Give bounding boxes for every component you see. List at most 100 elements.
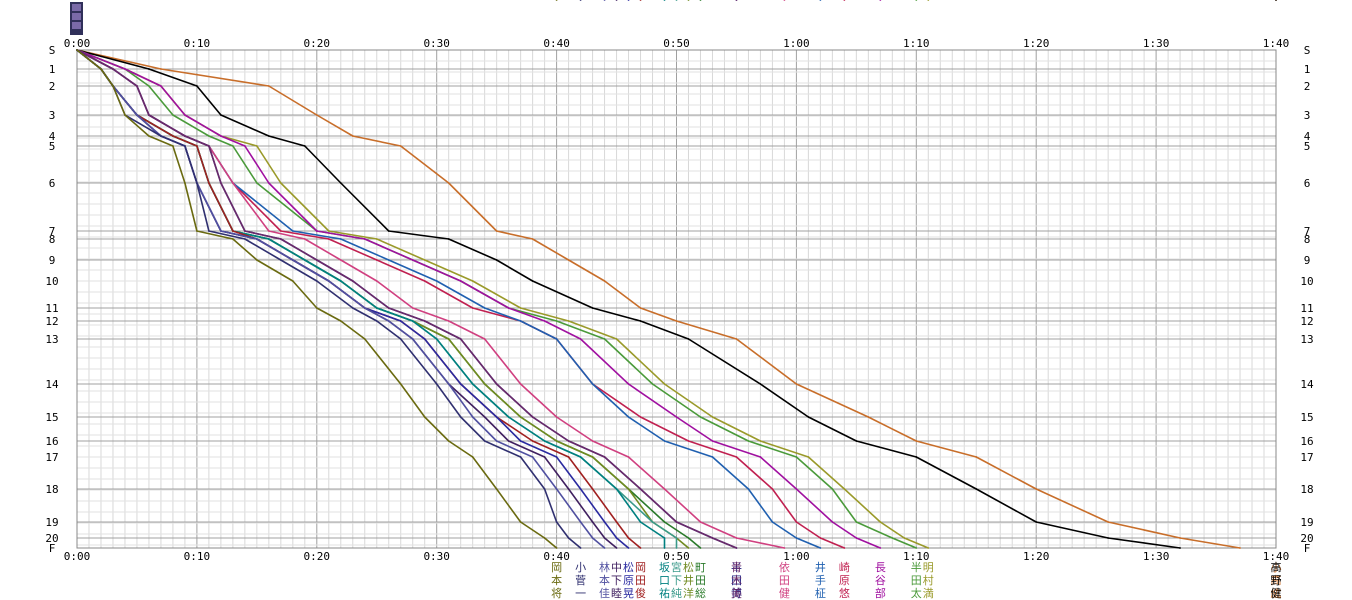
- split-point: [363, 238, 366, 240]
- split-point: [663, 383, 666, 385]
- split-point: [279, 238, 282, 240]
- split-point: [819, 0, 822, 1]
- split-point: [207, 230, 210, 232]
- split-point: [771, 521, 774, 523]
- split-point: [807, 416, 810, 418]
- split-point: [699, 416, 702, 418]
- runner-name-char: 松: [683, 560, 694, 574]
- series-line: [76, 49, 737, 549]
- split-point: [531, 238, 534, 240]
- split-point: [831, 521, 834, 523]
- split-point: [303, 238, 306, 240]
- split-point: [711, 456, 714, 458]
- split-point: [591, 521, 594, 523]
- split-point: [375, 307, 378, 309]
- split-point: [663, 488, 666, 490]
- split-point: [136, 114, 138, 116]
- runner-name-char: 岡: [635, 561, 646, 574]
- control-label: 6: [1304, 177, 1311, 190]
- split-point: [675, 320, 678, 322]
- split-point: [483, 383, 486, 385]
- split-point: [867, 416, 870, 418]
- runner-name-char: 手: [815, 573, 826, 587]
- split-point: [603, 547, 606, 549]
- split-point: [579, 521, 582, 523]
- split-point: [375, 259, 378, 261]
- split-point: [519, 416, 522, 418]
- x-tick-label: 0:40: [543, 550, 570, 563]
- split-point: [711, 416, 714, 418]
- split-point: [543, 456, 546, 458]
- split-point: [172, 114, 174, 116]
- split-point: [471, 307, 474, 309]
- split-point: [1275, 0, 1277, 1]
- split-point: [495, 383, 498, 385]
- split-point: [555, 416, 558, 418]
- split-point: [795, 456, 798, 458]
- series-line: [76, 49, 606, 549]
- split-point: [399, 338, 402, 340]
- split-point: [615, 488, 618, 490]
- split-point: [543, 537, 546, 539]
- split-point: [315, 114, 318, 116]
- series-line: [76, 49, 785, 549]
- split-point: [687, 537, 690, 539]
- x-tick-label: 1:00: [783, 37, 810, 50]
- split-point: [495, 259, 498, 261]
- series-line: [76, 49, 690, 549]
- split-point: [207, 182, 210, 184]
- series-line: [76, 49, 1181, 549]
- split-point: [160, 135, 162, 137]
- control-label: 2: [49, 80, 56, 93]
- runner-name-char: 野: [1271, 574, 1282, 587]
- x-tick-label: 0:20: [304, 37, 331, 50]
- control-label: S: [49, 44, 56, 57]
- x-tick-label: 0:50: [663, 37, 690, 50]
- control-label: 14: [1300, 378, 1314, 391]
- x-tick-label: 1:00: [783, 550, 810, 563]
- split-point: [675, 521, 678, 523]
- split-point: [495, 230, 498, 232]
- runner-name-char: 松: [623, 560, 634, 574]
- split-point: [375, 320, 378, 322]
- split-point: [555, 456, 558, 458]
- control-label: 19: [1300, 516, 1313, 529]
- split-point: [196, 85, 198, 87]
- split-point: [291, 230, 294, 232]
- split-point: [783, 0, 786, 1]
- split-point: [591, 456, 594, 458]
- split-point: [603, 0, 606, 1]
- runner-name-char: 祐: [659, 587, 670, 600]
- split-point: [579, 338, 582, 340]
- split-point: [219, 230, 222, 232]
- split-point: [423, 320, 426, 322]
- split-point: [1179, 537, 1181, 539]
- split-point: [807, 456, 810, 458]
- series-line: [76, 49, 1241, 549]
- series-line: [76, 49, 737, 549]
- split-point: [567, 488, 570, 490]
- split-point: [651, 521, 654, 523]
- split-point: [783, 547, 786, 549]
- split-point: [603, 521, 606, 523]
- split-point: [267, 182, 270, 184]
- runner-name-char: 岡: [551, 561, 562, 574]
- split-point: [519, 307, 522, 309]
- split-point: [184, 135, 186, 137]
- x-tick-label: 0:00: [64, 550, 91, 563]
- split-point: [735, 547, 738, 549]
- split-point: [184, 182, 186, 184]
- split-point: [675, 416, 678, 418]
- split-point: [387, 230, 390, 232]
- control-label: 4: [1304, 130, 1311, 143]
- control-label: 18: [45, 483, 58, 496]
- runner-name-char: 健: [779, 587, 790, 600]
- runner-name-char: 一: [575, 587, 586, 600]
- control-label: 9: [49, 254, 56, 267]
- split-point: [555, 488, 558, 490]
- split-point: [279, 182, 282, 184]
- runner-name-char: 博: [731, 587, 742, 600]
